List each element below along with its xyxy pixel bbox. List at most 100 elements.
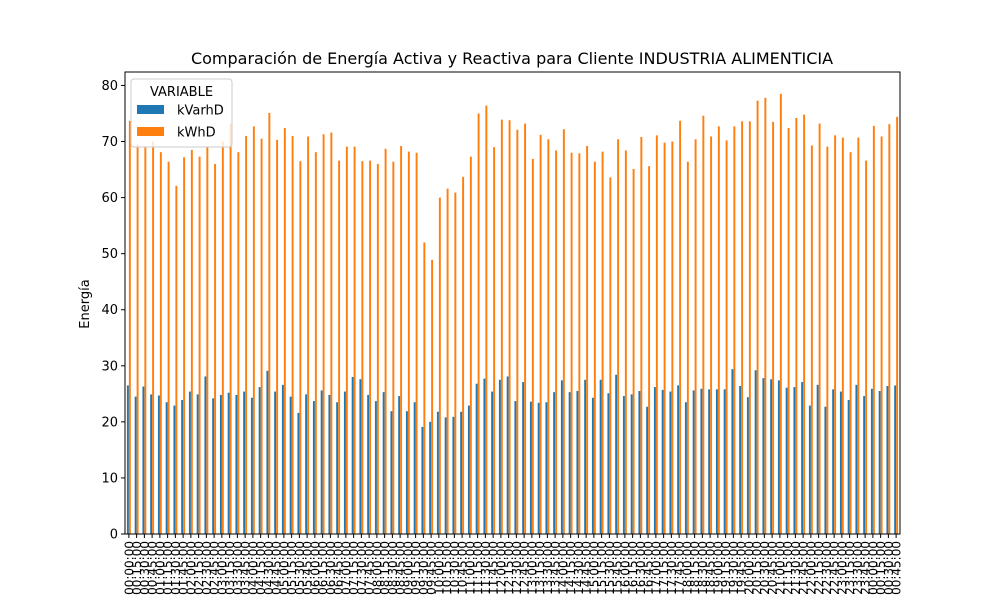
bar-kwhd-41 bbox=[446, 188, 449, 534]
legend: VARIABLE kVarhD kWhD bbox=[130, 78, 233, 148]
bar-kvarhd-87 bbox=[801, 382, 804, 534]
bar-kvarhd-40 bbox=[436, 411, 439, 534]
x-tick-label: 20:45:00 bbox=[766, 541, 780, 595]
x-tick-label: 08:30:00 bbox=[386, 541, 400, 595]
bar-kwhd-83 bbox=[772, 121, 775, 535]
bar-kwhd-69 bbox=[663, 142, 666, 534]
bar-kvarhd-78 bbox=[731, 369, 734, 534]
x-tick-label: 19:00:00 bbox=[711, 541, 725, 595]
bar-kwhd-91 bbox=[834, 135, 837, 535]
bar-kwhd-87 bbox=[803, 114, 806, 535]
x-tick-label: 14:30:00 bbox=[572, 541, 586, 595]
bar-kwhd-14 bbox=[237, 152, 240, 534]
x-tick-label: 07:30:00 bbox=[355, 541, 369, 595]
bar-kwhd-23 bbox=[307, 136, 310, 535]
bar-kwhd-64 bbox=[624, 150, 627, 534]
x-tick-label: 22:15:00 bbox=[812, 541, 826, 595]
bar-kwhd-98 bbox=[888, 124, 891, 534]
x-tick-label: 01:45:00 bbox=[177, 541, 191, 595]
bar-kvarhd-69 bbox=[661, 389, 664, 534]
bar-kwhd-3 bbox=[152, 141, 155, 534]
bar-kvarhd-75 bbox=[708, 389, 711, 534]
bar-kwhd-51 bbox=[524, 123, 527, 534]
bar-kwhd-56 bbox=[562, 129, 565, 534]
x-tick-label: 16:15:00 bbox=[626, 541, 640, 595]
bar-kvarhd-94 bbox=[855, 384, 858, 534]
x-tick-label: 02:00:00 bbox=[184, 541, 198, 595]
bar-kvarhd-99 bbox=[894, 385, 897, 534]
y-tick-label: 60 bbox=[101, 191, 118, 206]
bar-kwhd-94 bbox=[857, 137, 860, 534]
x-tick-label: 16:30:00 bbox=[634, 541, 648, 595]
bar-kvarhd-58 bbox=[576, 391, 579, 534]
bar-kvarhd-36 bbox=[405, 411, 408, 534]
bar-kvarhd-22 bbox=[297, 412, 300, 534]
bar-kwhd-75 bbox=[710, 136, 713, 535]
x-tick-label: 13:00:00 bbox=[525, 541, 539, 595]
bar-kvarhd-31 bbox=[367, 394, 370, 534]
x-tick-label: 16:45:00 bbox=[642, 541, 656, 595]
x-tick-label: 06:00:00 bbox=[308, 541, 322, 595]
bar-kvarhd-6 bbox=[173, 405, 176, 534]
bar-kvarhd-62 bbox=[607, 393, 610, 534]
bar-kwhd-37 bbox=[415, 152, 418, 535]
legend-swatch-kwhd bbox=[137, 127, 164, 136]
bar-kwhd-45 bbox=[477, 113, 480, 535]
x-tick-label: 00:00:00 bbox=[122, 541, 136, 595]
bar-kwhd-68 bbox=[655, 135, 658, 535]
bar-kwhd-19 bbox=[276, 139, 279, 534]
x-tick-label: 03:45:00 bbox=[239, 541, 253, 595]
bar-kwhd-84 bbox=[779, 93, 782, 535]
x-tick-label: 08:00:00 bbox=[370, 541, 384, 595]
bar-kwhd-27 bbox=[338, 160, 341, 534]
x-tick-label: 09:15:00 bbox=[409, 541, 423, 595]
bar-kvarhd-35 bbox=[398, 396, 401, 534]
bar-kvarhd-95 bbox=[863, 396, 866, 534]
x-tick-label: 05:30:00 bbox=[293, 541, 307, 595]
bar-kwhd-54 bbox=[547, 139, 550, 534]
bar-kvarhd-93 bbox=[847, 400, 850, 534]
bar-kvarhd-82 bbox=[762, 378, 765, 534]
x-tick-label: 14:00:00 bbox=[556, 541, 570, 595]
x-tick-label: 01:30:00 bbox=[169, 541, 183, 595]
bar-kvarhd-92 bbox=[839, 391, 842, 534]
bar-kvarhd-79 bbox=[739, 385, 742, 534]
bar-kwhd-47 bbox=[493, 147, 496, 534]
bar-kwhd-48 bbox=[500, 119, 503, 534]
bar-kvarhd-29 bbox=[351, 377, 354, 534]
x-tick-label: 19:30:00 bbox=[727, 541, 741, 595]
bar-kvarhd-17 bbox=[258, 387, 261, 534]
bar-kvarhd-53 bbox=[537, 402, 540, 534]
bar-kwhd-28 bbox=[345, 146, 348, 534]
x-tick-label: 11:30:00 bbox=[479, 541, 493, 595]
bar-kvarhd-38 bbox=[421, 426, 424, 534]
bar-kwhd-40 bbox=[438, 197, 441, 534]
x-tick-label: 11:45:00 bbox=[487, 541, 501, 595]
bar-kwhd-4 bbox=[159, 152, 162, 534]
bar-kvarhd-89 bbox=[816, 384, 819, 534]
bar-kwhd-74 bbox=[702, 115, 705, 534]
x-tick-label: 12:00:00 bbox=[494, 541, 508, 595]
x-tick-label: 07:45:00 bbox=[363, 541, 377, 595]
y-axis-label: Energía bbox=[78, 279, 93, 328]
y-tick-label: 0 bbox=[110, 528, 118, 543]
bar-kwhd-13 bbox=[229, 123, 232, 534]
bar-kwhd-78 bbox=[733, 126, 736, 534]
bar-kvarhd-54 bbox=[545, 402, 548, 534]
bar-kwhd-67 bbox=[648, 166, 651, 534]
x-tick-label: 10:30:00 bbox=[448, 541, 462, 595]
x-tick-label: 20:00:00 bbox=[742, 541, 756, 595]
bar-kvarhd-25 bbox=[320, 390, 323, 534]
x-tick-label: 13:15:00 bbox=[533, 541, 547, 595]
bar-kwhd-42 bbox=[454, 192, 457, 535]
x-tick-label: 04:15:00 bbox=[254, 541, 268, 595]
y-tick-label: 40 bbox=[101, 303, 118, 318]
legend-label-kwhd: kWhD bbox=[177, 126, 216, 141]
legend-label-kvarhd: kVarhD bbox=[177, 104, 224, 119]
x-tick-label: 02:15:00 bbox=[192, 541, 206, 595]
bar-kwhd-61 bbox=[601, 151, 604, 534]
x-tick-label: 18:15:00 bbox=[688, 541, 702, 595]
bar-kvarhd-7 bbox=[181, 400, 184, 534]
y-tick-label: 50 bbox=[101, 247, 118, 262]
bar-kwhd-22 bbox=[299, 161, 302, 534]
